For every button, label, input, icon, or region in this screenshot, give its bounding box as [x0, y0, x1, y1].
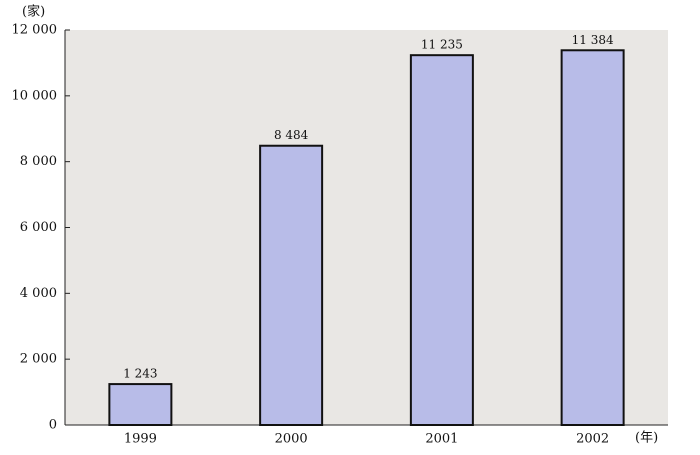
value-label: 1 243 [123, 367, 157, 381]
bar [409, 54, 474, 427]
bar [560, 49, 625, 426]
y-tick-label: 0 [49, 418, 57, 433]
y-tick-label: 6 000 [20, 220, 57, 235]
x-axis-label: (年) [635, 431, 658, 446]
bar [108, 383, 173, 427]
value-label: 11 235 [421, 38, 463, 52]
y-tick-label: 10 000 [12, 88, 58, 103]
y-tick-label: 12 000 [12, 23, 58, 38]
x-tick-label: 2002 [576, 432, 609, 447]
y-axis-label: (家) [22, 4, 45, 20]
y-tick-label: 2 000 [20, 352, 57, 367]
y-tick-label: 8 000 [20, 154, 57, 169]
x-tick-label: 2001 [425, 432, 458, 447]
x-tick-label: 2000 [275, 432, 308, 447]
x-tick-label: 1999 [124, 432, 157, 447]
y-tick-label: 4 000 [20, 286, 57, 301]
value-label: 11 384 [572, 33, 614, 47]
bar [259, 144, 324, 427]
value-label: 8 484 [274, 128, 309, 142]
